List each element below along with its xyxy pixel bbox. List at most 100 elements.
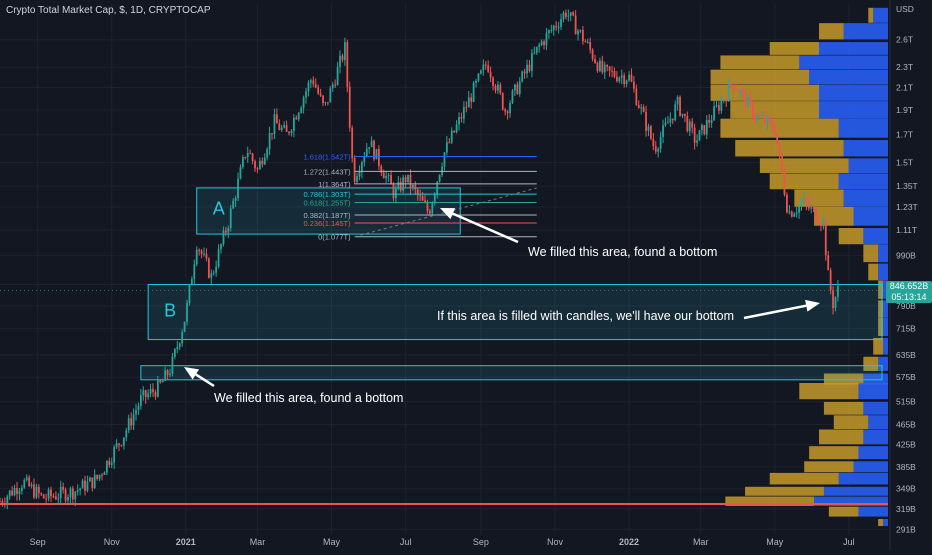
candle-body bbox=[812, 207, 815, 209]
candle-body bbox=[669, 118, 672, 123]
candle-body bbox=[735, 88, 737, 90]
candle-body bbox=[392, 184, 395, 199]
candle-body bbox=[482, 64, 485, 71]
candle-body bbox=[169, 373, 171, 376]
candle-body bbox=[766, 117, 769, 124]
candle-body bbox=[411, 184, 414, 189]
candle-body bbox=[504, 109, 507, 112]
fib-level-label: 1(1.364T) bbox=[318, 180, 351, 189]
candle-body bbox=[545, 33, 548, 46]
candle-body bbox=[654, 146, 657, 152]
candle-body bbox=[319, 93, 322, 96]
candle-body bbox=[426, 202, 429, 212]
candle-body bbox=[3, 503, 6, 505]
fib-level-label: 0.382(1.187T) bbox=[303, 211, 351, 220]
volume-profile-down-bar bbox=[873, 337, 884, 355]
candle-body bbox=[0, 501, 1, 503]
candle-body bbox=[285, 125, 288, 132]
candle-body bbox=[771, 121, 774, 129]
candle-body bbox=[300, 107, 303, 113]
candle-body bbox=[633, 81, 635, 89]
candle-body bbox=[608, 66, 611, 71]
candle-body bbox=[224, 230, 227, 233]
zones-layer: AB bbox=[0, 187, 888, 505]
fib-level-label: 1.272(1.443T) bbox=[303, 167, 351, 176]
candle-body bbox=[616, 76, 618, 82]
candle-body bbox=[336, 66, 339, 86]
candle-body bbox=[42, 494, 45, 499]
axes-layer: Sep Nov 2021 Mar May Jul Sep Nov 2022 Mar May Jul 2.… bbox=[30, 0, 918, 550]
candle-body bbox=[67, 497, 69, 501]
candle-body bbox=[35, 486, 38, 498]
candle-body bbox=[341, 55, 344, 60]
candle-body bbox=[52, 496, 55, 498]
candle-body bbox=[18, 490, 21, 495]
volume-profile-up-bar bbox=[853, 461, 888, 473]
candle-body bbox=[118, 443, 120, 446]
y-tick-label: 1.23T bbox=[896, 202, 918, 212]
candle-body bbox=[156, 380, 159, 397]
annotation-arrow-head bbox=[184, 367, 200, 380]
volume-profile-down-bar bbox=[838, 228, 864, 245]
grid-layer bbox=[0, 4, 888, 534]
volume-profile-up-bar bbox=[883, 519, 888, 527]
candle-body bbox=[302, 97, 305, 108]
candle-body bbox=[193, 264, 196, 279]
candle-body bbox=[28, 477, 31, 487]
zone-box bbox=[147, 283, 883, 341]
volume-profile-down-bar bbox=[735, 140, 844, 157]
volume-profile-down-bar bbox=[720, 55, 800, 70]
candle-body bbox=[421, 195, 424, 201]
candle-body bbox=[416, 189, 419, 196]
candle-body bbox=[533, 52, 536, 54]
candle-body bbox=[837, 286, 839, 298]
y-tick-label: 291B bbox=[896, 524, 916, 534]
candle-body bbox=[834, 297, 837, 309]
candle-body bbox=[137, 405, 140, 411]
candle-body bbox=[142, 390, 145, 396]
candle-body bbox=[628, 74, 630, 81]
candle-body bbox=[424, 200, 426, 203]
candle-body bbox=[565, 12, 567, 17]
candle-body bbox=[256, 168, 259, 170]
volume-profile-down-bar bbox=[833, 415, 869, 430]
annotation-arrow-shaft bbox=[452, 212, 519, 244]
candle-body bbox=[555, 25, 558, 28]
candle-body bbox=[419, 195, 422, 197]
candle-body bbox=[681, 113, 684, 116]
candle-body bbox=[188, 284, 191, 303]
candle-body bbox=[582, 30, 584, 42]
candle-body bbox=[295, 117, 298, 120]
candle-body bbox=[511, 90, 514, 104]
candle-body bbox=[210, 273, 213, 278]
volume-profile-down-bar bbox=[730, 101, 819, 119]
candle-body bbox=[147, 393, 150, 398]
candle-body bbox=[370, 140, 373, 148]
candle-body bbox=[438, 174, 441, 182]
candle-body bbox=[258, 160, 261, 170]
candle-body bbox=[815, 208, 817, 222]
y-tick-label: 465B bbox=[896, 420, 916, 430]
candle-body bbox=[720, 100, 723, 111]
candle-body bbox=[676, 96, 679, 105]
candle-body bbox=[664, 122, 667, 126]
candle-body bbox=[810, 207, 813, 209]
fib-level-label: 0(1.077T) bbox=[318, 233, 351, 242]
candle-body bbox=[159, 380, 162, 383]
candle-body bbox=[445, 142, 448, 153]
candle-body bbox=[237, 178, 239, 199]
y-tick-label: 385B bbox=[896, 462, 916, 472]
candle-body bbox=[227, 228, 230, 233]
candle-body bbox=[674, 104, 677, 121]
x-tick-label: Mar bbox=[250, 537, 266, 547]
candle-body bbox=[290, 130, 293, 134]
candle-body bbox=[710, 120, 713, 123]
volume-profile-up-bar bbox=[883, 337, 888, 355]
candle-body bbox=[523, 71, 526, 74]
candle-body bbox=[569, 12, 572, 16]
candle-body bbox=[708, 119, 711, 123]
candle-body bbox=[397, 181, 400, 189]
candle-body bbox=[351, 127, 354, 159]
